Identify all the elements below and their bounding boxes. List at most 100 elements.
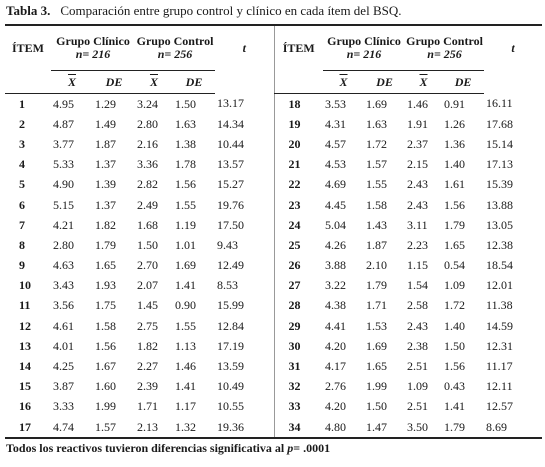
cell-k-mean: 2.37 [407, 136, 429, 151]
cell-c-sd: 1.87 [95, 136, 116, 151]
item-number: 19 [273, 114, 324, 135]
cell-t: 15.14 [486, 136, 514, 151]
cell-k-sd: 0.90 [175, 298, 196, 313]
cell-c-sd: 1.55 [366, 177, 388, 192]
item-number: 16 [19, 399, 31, 414]
cell-t: 8.53 [217, 278, 239, 293]
cell-c-mean: 4.25 [53, 359, 74, 374]
cell-t: 9.43 [217, 237, 239, 252]
cell-c-mean: 4.69 [325, 177, 347, 192]
cell-t: 15.39 [486, 177, 514, 192]
table-caption-label: Tabla 3. [6, 3, 51, 18]
cell-k-mean: 2.80 [137, 116, 158, 131]
table-row: 8 2.80 1.79 1.50 1.01 9.43 25 4.26 1.87 2.23 1.65 1… [5, 235, 542, 256]
cell-k-mean: 1.15 [407, 258, 429, 273]
item-number: 8 [19, 237, 25, 252]
cell-c-sd: 1.49 [95, 116, 116, 131]
cell-c-sd: 1.57 [93, 417, 135, 440]
header-mean-control-right: X [405, 70, 443, 94]
table-row: 15 3.87 1.60 2.39 1.41 10.49 32 2.76 1.99 1.09 0.4… [5, 376, 542, 397]
cell-k-mean: 2.43 [407, 177, 429, 192]
cell-k-sd: 1.50 [444, 338, 466, 353]
cell-t: 11.38 [486, 298, 513, 313]
cell-k-sd: 1.17 [175, 399, 196, 414]
cell-t: 15.27 [217, 177, 245, 192]
cell-k-sd: 0.91 [444, 96, 466, 111]
table-row: 3 3.77 1.87 2.16 1.38 10.44 20 4.57 1.72 2.37 1.36… [5, 134, 542, 155]
cell-t: 13.88 [486, 197, 514, 212]
cell-k-sd: 1.32 [173, 417, 216, 440]
cell-k-sd: 1.41 [175, 379, 196, 394]
cell-k-mean: 2.38 [407, 338, 429, 353]
item-number: 13 [19, 338, 31, 353]
table-row: 1 4.95 1.29 3.24 1.50 13.17 18 3.53 1.69 1.46 0.91… [5, 93, 542, 115]
cell-k-mean: 2.23 [407, 237, 429, 252]
item-number: 27 [273, 275, 324, 296]
item-number: 2 [19, 116, 25, 131]
cell-c-mean: 4.63 [53, 258, 74, 273]
cell-k-sd: 1.56 [175, 177, 196, 192]
item-number: 11 [19, 298, 31, 313]
cell-c-mean: 3.43 [53, 278, 74, 293]
cell-t: 13.59 [217, 359, 245, 374]
cell-k-mean: 2.51 [407, 359, 429, 374]
cell-c-mean: 3.56 [53, 298, 74, 313]
item-number: 22 [273, 174, 324, 195]
cell-t: 15.99 [217, 298, 245, 313]
cell-c-mean: 4.90 [53, 177, 74, 192]
cell-k-sd: 1.13 [175, 338, 196, 353]
header-row-groups: ÍTEM Grupo Clínico n= 216 Grupo Control … [5, 24, 543, 71]
cell-c-mean: 4.21 [53, 217, 74, 232]
cell-t: 10.55 [217, 399, 245, 414]
cell-k-sd: 1.40 [444, 318, 466, 333]
table-row: 10 3.43 1.93 2.07 1.41 8.53 27 3.22 1.79 1.54 1.09… [5, 275, 542, 296]
cell-c-sd: 1.43 [366, 217, 388, 232]
item-number: 1 [19, 96, 25, 111]
cell-k-sd: 1.40 [444, 157, 466, 172]
cell-c-sd: 1.79 [95, 237, 116, 252]
cell-k-sd: 1.41 [175, 278, 196, 293]
header-mean-clinical-left: X [51, 70, 93, 94]
cell-c-sd: 1.79 [366, 278, 388, 293]
cell-t: 19.36 [215, 417, 275, 440]
cell-k-sd: 1.65 [444, 237, 466, 252]
header-sd-control-right: DE [442, 70, 485, 94]
cell-c-mean: 4.17 [325, 359, 347, 374]
item-number: 3 [19, 136, 25, 151]
cell-k-sd: 1.01 [175, 237, 196, 252]
cell-c-mean: 4.41 [325, 318, 347, 333]
cell-t: 10.44 [217, 136, 245, 151]
table-row: 11 3.56 1.75 1.45 0.90 15.99 28 4.38 1.71 2.58 1.7… [5, 295, 542, 317]
item-number: 24 [273, 215, 324, 236]
item-number: 34 [273, 417, 324, 440]
cell-k-sd: 1.61 [444, 177, 466, 192]
cell-c-sd: 1.82 [95, 217, 116, 232]
header-mean-clinical-right: X [323, 70, 365, 94]
cell-c-sd: 1.29 [95, 96, 116, 111]
cell-k-sd: 1.38 [175, 136, 196, 151]
cell-k-mean: 1.68 [137, 217, 158, 232]
cell-k-sd: 1.36 [444, 136, 466, 151]
cell-c-mean: 4.01 [53, 338, 74, 353]
cell-c-sd: 1.75 [95, 298, 116, 313]
item-number: 14 [19, 359, 31, 374]
cell-k-mean: 2.58 [407, 298, 429, 313]
cell-c-mean: 3.22 [325, 278, 347, 293]
cell-c-sd: 1.58 [95, 318, 116, 333]
cell-c-mean: 4.74 [51, 417, 93, 440]
table-row: 2 4.87 1.49 2.80 1.63 14.34 19 4.31 1.63 1.91 1.26… [5, 114, 542, 135]
cell-k-mean: 3.24 [137, 96, 158, 111]
cell-c-mean: 4.95 [53, 96, 74, 111]
header-row-stats: X DE X DE X DE X DE [5, 70, 542, 94]
cell-k-mean: 2.43 [407, 318, 429, 333]
cell-k-sd: 1.56 [444, 359, 466, 374]
cell-k-mean: 2.27 [137, 359, 158, 374]
cell-c-mean: 5.04 [325, 217, 347, 232]
item-number: 32 [273, 376, 324, 397]
cell-c-sd: 1.69 [366, 96, 388, 111]
cell-c-mean: 3.33 [53, 399, 74, 414]
cell-k-mean: 2.70 [137, 258, 158, 273]
item-number: 7 [19, 217, 25, 232]
item-number: 33 [273, 396, 324, 417]
cell-k-mean: 1.54 [407, 278, 429, 293]
